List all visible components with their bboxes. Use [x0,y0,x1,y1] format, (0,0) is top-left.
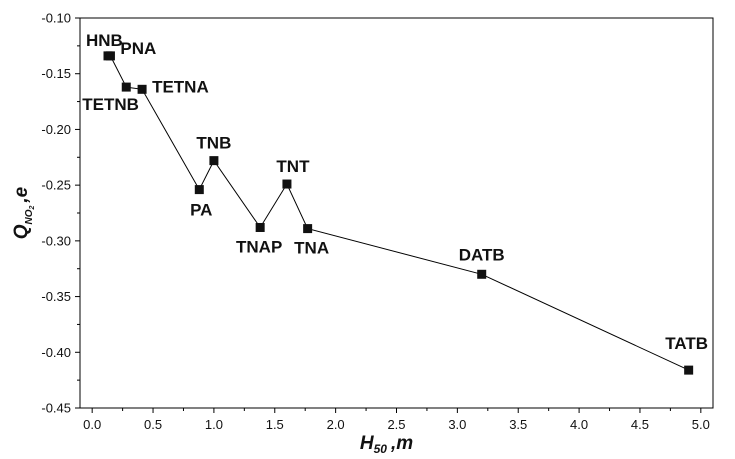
x-tick-label: 4.0 [570,417,588,432]
data-point-label: DATB [459,245,505,264]
data-point-label: TNA [294,239,329,258]
data-point-marker [105,51,115,61]
x-tick-label: 5.0 [692,417,710,432]
y-tick-label: -0.10 [41,11,71,26]
data-point-marker [477,269,487,279]
y-tick-label: -0.30 [41,233,71,248]
y-tick-label: -0.25 [41,178,71,193]
data-point-marker [209,156,219,166]
data-point-label: TNAP [236,237,282,256]
x-tick-label: 1.0 [205,417,223,432]
x-tick-label: 1.5 [266,417,284,432]
data-point-label: TNB [196,134,231,153]
data-point-marker [194,185,204,195]
x-tick-label: 4.5 [631,417,649,432]
data-point-marker [255,222,265,232]
data-point-label: PNA [120,39,156,58]
x-tick-label: 3.0 [448,417,466,432]
data-point-marker [303,224,313,234]
y-tick-label: -0.40 [41,345,71,360]
data-point-marker [121,82,131,92]
data-point-label: TNT [276,157,310,176]
x-axis-title: H50 ,m [360,433,413,456]
data-point-marker [282,179,292,189]
data-point-label: TATB [665,334,708,353]
y-tick-label: -0.35 [41,289,71,304]
data-point-label: PA [190,201,212,220]
data-point-label: HNB [86,31,123,50]
data-point-marker [684,365,694,375]
data-point-label: TETNB [82,95,139,114]
y-axis-title: QNO2,e [11,186,36,239]
data-point-marker [137,84,147,94]
y-tick-label: -0.45 [41,401,71,416]
x-tick-label: 0.0 [83,417,101,432]
x-tick-label: 0.5 [144,417,162,432]
y-tick-label: -0.15 [41,66,71,81]
x-tick-label: 3.5 [509,417,527,432]
y-tick-label: -0.20 [41,122,71,137]
x-tick-label: 2.0 [327,417,345,432]
data-point-label: TETNA [152,77,209,96]
x-tick-label: 2.5 [387,417,405,432]
